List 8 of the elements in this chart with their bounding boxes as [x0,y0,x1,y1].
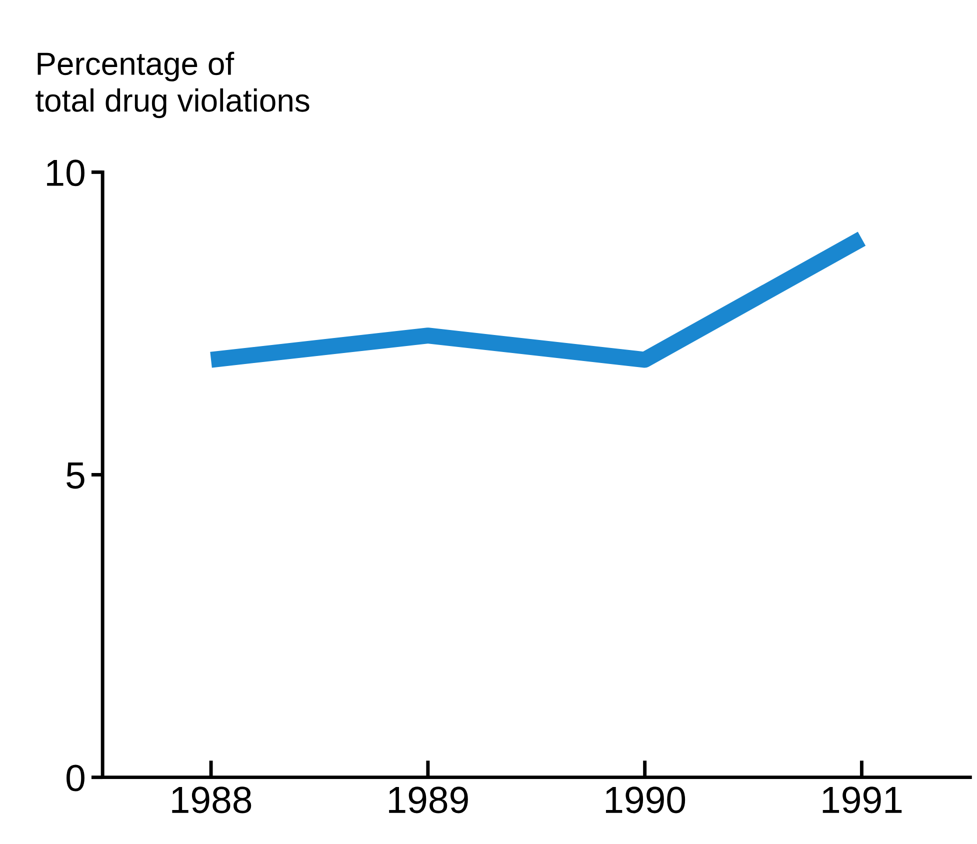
x-tick-label: 1989 [389,786,468,814]
y-axis-title: Percentage of total drug violations [36,52,310,118]
x-tick-label: 1991 [822,786,902,814]
y-tick-label: 0 [66,764,84,792]
x-tick-label: 1988 [172,786,252,814]
y-tick-label: 10 [47,160,84,186]
y-tick-label: 5 [66,462,84,489]
x-tick-label: 1990 [606,786,686,814]
